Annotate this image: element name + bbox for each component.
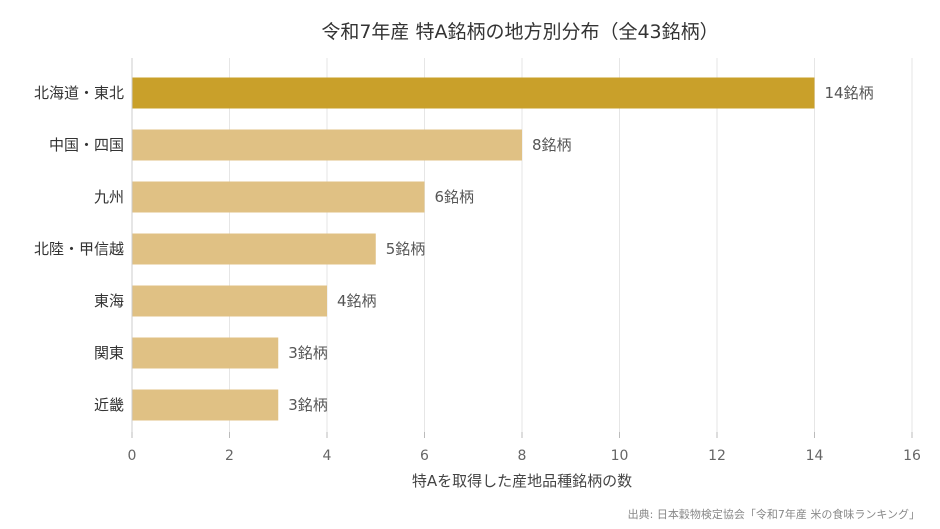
x-tick-label: 6 [420,448,429,464]
bar [132,129,522,161]
x-tick-label: 10 [611,448,629,464]
chart-title: 令和7年産 特A銘柄の地方別分布（全43銘柄） [321,21,718,43]
value-label: 6銘柄 [435,188,475,206]
category-label: 北陸・甲信越 [34,240,124,258]
bar [132,337,279,369]
source-note: 出典: 日本穀物検定協会「令和7年産 米の食味ランキング」 [628,507,920,521]
category-label: 中国・四国 [49,136,124,154]
x-tick-label: 16 [903,448,921,464]
category-label: 近畿 [94,396,124,414]
value-label: 8銘柄 [532,136,572,154]
x-tick-label: 12 [708,448,726,464]
x-tick-label: 8 [518,448,527,464]
x-axis: 0 2 4 6 8 10 12 14 16 [128,58,921,464]
category-label: 九州 [94,188,124,206]
value-label: 14銘柄 [825,84,874,102]
x-axis-title: 特Aを取得した産地品種銘柄の数 [412,472,632,490]
bar [132,285,327,317]
grid-lines [229,58,913,432]
value-label: 3銘柄 [288,396,328,414]
bar [132,233,376,265]
x-tick-label: 14 [806,448,824,464]
value-label: 5銘柄 [386,240,426,258]
category-label: 北海道・東北 [34,84,124,102]
x-tick-label: 0 [128,448,137,464]
category-label: 関東 [94,344,124,362]
x-tick-label: 2 [225,448,234,464]
bar [132,77,815,109]
x-tick-label: 4 [323,448,332,464]
value-label: 4銘柄 [337,292,377,310]
bar [132,181,425,213]
category-label: 東海 [94,292,124,310]
value-label: 3銘柄 [288,344,328,362]
bar [132,389,279,421]
